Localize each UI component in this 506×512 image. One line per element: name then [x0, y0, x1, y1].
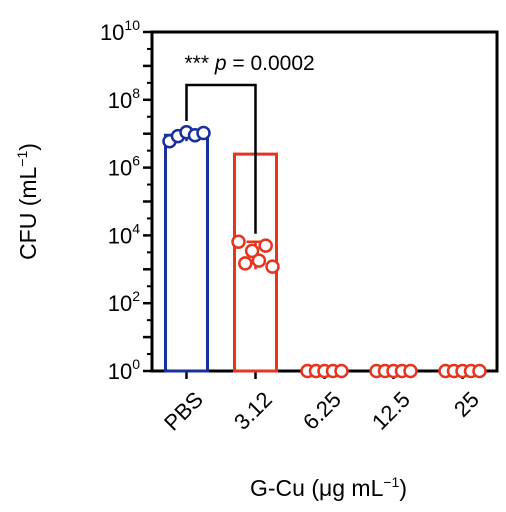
data-point [198, 127, 210, 139]
data-point [260, 240, 272, 252]
x-tick-label: 12.5 [367, 387, 415, 435]
y-tick-label: 102 [108, 288, 140, 316]
x-axis-title: G-Cu (μg mL−1) [250, 474, 407, 501]
y-tick-label: 104 [108, 220, 140, 248]
y-axis-title: CFU (mL−1) [14, 143, 41, 260]
data-point [253, 255, 265, 267]
data-point [474, 365, 486, 377]
y-tick-label: 108 [108, 85, 140, 113]
data-point [233, 236, 245, 248]
data-point [336, 365, 348, 377]
bars [166, 131, 484, 371]
data-points [164, 126, 486, 377]
data-point [239, 257, 251, 269]
p-value-label: *** p = 0.0002 [185, 52, 315, 75]
y-tick-label: 1010 [100, 17, 140, 45]
y-tick-label: 100 [108, 356, 140, 384]
x-tick-label: 6.25 [298, 387, 346, 435]
x-tick-label: 3.12 [229, 387, 277, 435]
y-tick-label: 106 [108, 153, 140, 181]
data-point [405, 365, 417, 377]
x-tick-label: 25 [449, 387, 484, 422]
x-tick-label: PBS [159, 387, 208, 436]
bar [166, 135, 208, 371]
data-point [267, 261, 279, 273]
